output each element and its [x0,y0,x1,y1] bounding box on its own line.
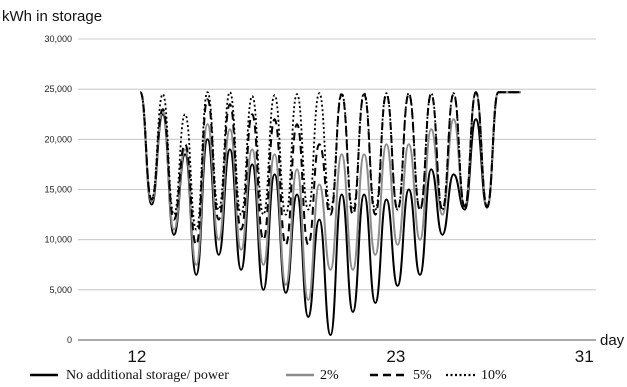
series-line [139,91,521,246]
gridlines [78,38,596,341]
x-tick-labels: 12 23 31 [127,347,593,366]
series-lines [139,91,521,336]
series-line [139,91,521,231]
x-tick-label: 12 [127,347,146,366]
legend-label: No additional storage/ power [66,368,229,383]
y-tick-label: 25,000 [44,84,72,94]
series-line [139,91,521,301]
y-tick-label: 0 [67,335,72,345]
y-tick-labels: 0 5,000 10,000 15,000 20,000 25,000 30,000 [44,34,72,345]
legend-label: 10% [481,368,507,383]
y-axis-title: kWh in storage [2,8,102,25]
legend: No additional storage/ power 2% 5% 10% [30,368,507,383]
y-tick-label: 5,000 [49,285,72,295]
legend-label: 5% [413,368,432,383]
x-tick-label: 23 [386,347,405,366]
y-tick-label: 10,000 [44,235,72,245]
y-tick-label: 15,000 [44,185,72,195]
x-tick-label: 31 [575,347,594,366]
y-tick-label: 30,000 [44,34,72,44]
y-tick-label: 20,000 [44,134,72,144]
x-axis-title: day [600,332,625,349]
legend-label: 2% [320,368,339,383]
series-line [139,91,521,336]
